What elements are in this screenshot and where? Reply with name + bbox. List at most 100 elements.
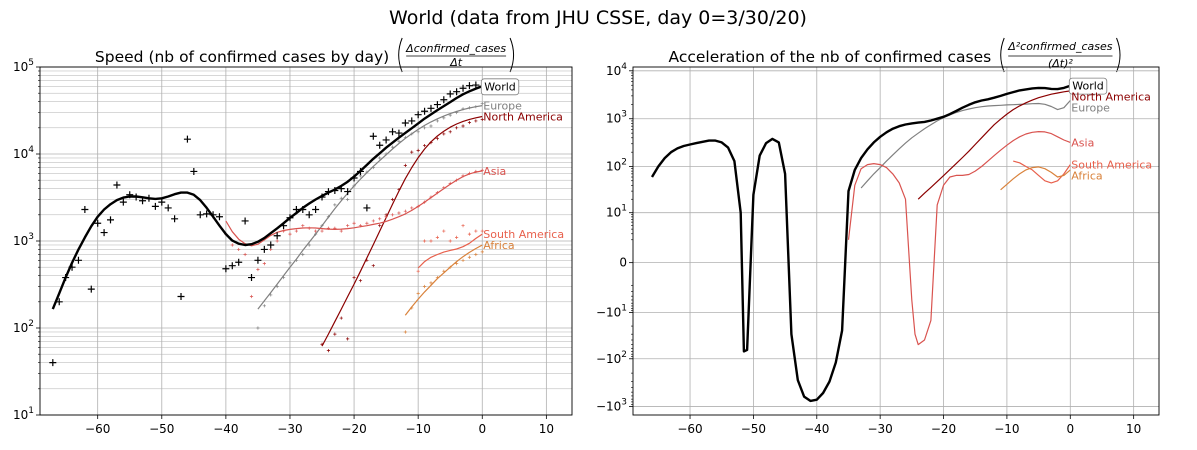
x-tick-label: −30 <box>277 422 302 436</box>
data-point-world <box>433 101 441 109</box>
acceleration-chart-panel: Acceleration of the nb of confirmed case… <box>596 37 1160 436</box>
data-point-world <box>446 90 454 98</box>
acceleration-title-left-paren <box>1000 37 1005 73</box>
data-point-world <box>382 136 390 144</box>
acceleration-axes-frame <box>632 66 1160 416</box>
y-tick-label: 0 <box>619 256 627 270</box>
data-point-south-america <box>455 235 459 239</box>
y-tick-label: −101 <box>596 304 627 320</box>
data-point-asia <box>301 224 305 228</box>
x-tick-label: −10 <box>994 422 1019 436</box>
data-point-world <box>171 215 179 223</box>
data-point-asia <box>256 267 260 272</box>
data-point-world <box>100 229 108 237</box>
series-world <box>650 84 1071 403</box>
series-label-europe: Europe <box>483 100 522 113</box>
speed-title-left-paren <box>398 37 403 73</box>
data-point-europe <box>307 243 311 247</box>
speed-chart-title-fraction: Δconfirmed_cases Δt <box>398 37 515 73</box>
data-point-north-america <box>448 130 452 134</box>
series-label-asia: Asia <box>1071 136 1094 149</box>
data-point-world <box>440 96 448 104</box>
data-point-world <box>376 141 384 149</box>
y-tick-label: 104 <box>13 145 34 161</box>
data-point-asia <box>403 209 407 213</box>
y-tick-label: 101 <box>606 204 627 220</box>
data-point-south-america <box>474 229 478 233</box>
data-point-world <box>177 293 185 301</box>
data-point-africa <box>474 252 478 257</box>
data-point-world <box>401 119 409 127</box>
data-point-asia <box>249 294 254 299</box>
data-point-north-america <box>346 337 350 341</box>
series-label-world: World <box>484 80 516 93</box>
data-point-asia <box>262 261 266 266</box>
data-point-asia <box>365 221 369 225</box>
data-point-world <box>369 132 377 140</box>
data-point-world <box>190 167 198 175</box>
data-point-world <box>228 262 236 270</box>
data-point-africa <box>455 261 459 266</box>
data-point-europe <box>422 126 427 130</box>
data-point-world <box>260 245 268 253</box>
data-point-world <box>248 274 256 282</box>
data-point-asia <box>275 239 279 243</box>
data-point-north-america <box>371 264 375 268</box>
data-point-europe <box>435 119 439 123</box>
data-point-world <box>94 219 102 227</box>
data-point-africa <box>429 281 433 285</box>
speed-chart-title: Speed (nb of confirmed cases by day) <box>95 48 389 66</box>
y-tick-label: 101 <box>13 406 34 422</box>
data-point-world <box>113 181 121 189</box>
data-point-world <box>414 111 422 119</box>
data-point-south-america <box>429 239 433 243</box>
x-tick-label: −20 <box>341 422 366 436</box>
series-africa <box>1000 166 1071 191</box>
y-tick-label: 102 <box>606 158 627 174</box>
data-point-north-america <box>333 332 337 336</box>
acceleration-grid <box>633 67 1159 415</box>
data-point-world <box>235 258 243 266</box>
y-tick-label: −103 <box>596 398 627 414</box>
series-world <box>49 81 486 367</box>
data-point-world <box>267 241 275 249</box>
data-point-world <box>453 88 461 96</box>
data-point-africa <box>416 291 420 295</box>
series-asia <box>224 168 484 299</box>
data-point-north-america <box>467 120 472 125</box>
data-point-asia <box>294 229 298 233</box>
speed-plot-area <box>49 81 486 367</box>
speed-axes-frame <box>39 66 573 416</box>
data-point-africa <box>480 250 484 254</box>
data-point-south-america <box>435 235 439 239</box>
data-point-europe <box>378 156 382 160</box>
series-africa <box>403 244 484 334</box>
data-point-europe <box>416 130 420 134</box>
figure-title: World (data from JHU CSSE, day 0=3/30/20… <box>389 7 807 29</box>
data-point-world <box>81 206 89 214</box>
data-point-world <box>254 256 262 264</box>
data-point-north-america <box>403 163 407 167</box>
data-point-asia <box>243 252 247 257</box>
acceleration-chart-title: Acceleration of the nb of confirmed case… <box>668 48 991 66</box>
data-point-world <box>158 198 166 206</box>
series-line-europe <box>257 105 483 310</box>
data-point-europe <box>301 252 305 257</box>
y-tick-label: −102 <box>596 350 627 366</box>
data-point-world <box>203 210 211 218</box>
data-point-north-america <box>422 143 427 148</box>
data-point-north-america <box>480 117 484 121</box>
series-europe <box>860 100 1071 189</box>
data-point-north-america <box>326 348 331 353</box>
series-line-north-america <box>917 90 1071 200</box>
data-point-south-america <box>480 229 484 233</box>
series-label-box-world <box>480 78 520 96</box>
y-tick-label: 103 <box>13 232 34 248</box>
data-point-world <box>164 204 172 212</box>
series-north-america <box>320 115 484 353</box>
series-label-africa: Africa <box>483 239 514 252</box>
x-tick-label: −20 <box>931 422 956 436</box>
data-point-world <box>273 232 281 240</box>
y-tick-label: 103 <box>606 110 627 126</box>
